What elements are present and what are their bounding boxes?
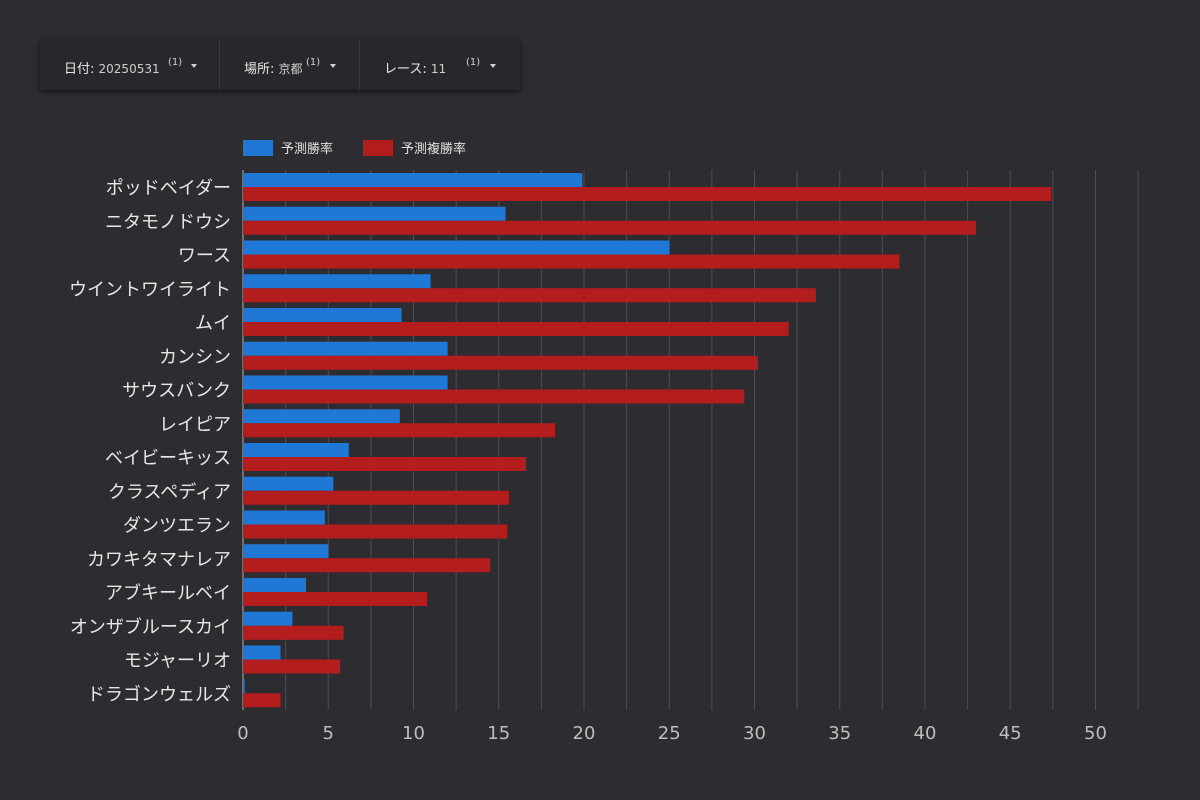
bar-win (243, 578, 307, 592)
legend-label-place: 予測複勝率 (401, 141, 466, 157)
bar-place (243, 625, 344, 640)
x-tick-label: 35 (828, 723, 851, 744)
y-category-label: オンザブルースカイ (70, 616, 231, 638)
y-category-label: ムイ (195, 313, 231, 334)
bar-place (243, 457, 527, 471)
bar-place (243, 288, 816, 303)
y-category-label: ウイントワイライト (69, 279, 231, 300)
x-tick-label: 20 (573, 723, 596, 744)
y-category-label: カワキタマナレア (87, 549, 231, 570)
bar-win (243, 240, 670, 255)
bar-win (243, 409, 400, 424)
legend-label-win: 予測勝率 (281, 141, 333, 157)
x-tick-label: 25 (658, 723, 681, 744)
chevron-down-icon (191, 64, 197, 68)
bar-place (243, 389, 745, 404)
y-category-label: レイピア (159, 414, 231, 435)
bar-win (243, 443, 349, 457)
bar-place (243, 322, 789, 336)
x-tick-label: 0 (237, 723, 248, 744)
venue-filter-value: 京都 (278, 62, 303, 76)
y-category-label: クラスペディア (108, 482, 231, 503)
y-axis-labels: ポッドベイダーニタモノドウシワースウイントワイライトムイカンシンサウスバンクレイ… (69, 178, 231, 705)
x-tick-label: 15 (487, 723, 510, 744)
bar-place (243, 355, 758, 370)
bar-place (243, 659, 341, 674)
y-category-label: モジャーリオ (124, 651, 231, 672)
x-tick-label: 40 (914, 723, 937, 744)
bar-place (243, 558, 491, 573)
bar-win (243, 375, 448, 390)
race-filter-count: (1) (466, 57, 481, 68)
x-axis-labels: 0 5 10 15 20 25 30 35 40 45 50 (237, 723, 1107, 744)
y-category-label: ドラゴンウェルズ (87, 684, 231, 705)
date-filter[interactable]: 日付: 20250531 (1) (40, 40, 220, 90)
bar-place (243, 254, 900, 269)
bar-win (243, 206, 506, 221)
bar-place (243, 187, 1052, 201)
y-category-label: ポッドベイダー (106, 178, 231, 199)
bar-win (243, 679, 245, 694)
bar-win (243, 341, 448, 356)
chart-legend: 予測勝率 予測複勝率 (243, 140, 466, 157)
bar-win (243, 611, 293, 626)
date-filter-label: 日付 (64, 62, 91, 77)
x-tick-label: 10 (402, 723, 425, 744)
bar-win (243, 274, 431, 289)
bar-win (243, 645, 281, 660)
bar-place (243, 490, 509, 505)
race-filter-value: 11 (430, 62, 447, 76)
y-category-label: アブキールベイ (105, 582, 231, 604)
bar-place (243, 693, 281, 708)
race-filter[interactable]: レース: 11 (1) (360, 40, 520, 90)
x-tick-label: 5 (323, 723, 334, 744)
legend-swatch-win (243, 140, 273, 156)
bar-place (243, 592, 428, 606)
bar-win (243, 510, 325, 525)
bars (243, 173, 1052, 708)
chevron-down-icon (490, 64, 496, 68)
race-filter-label: レース (384, 62, 423, 77)
y-category-label: カンシン (159, 347, 231, 368)
bar-win (243, 544, 329, 559)
bar-win (243, 476, 334, 491)
filter-bar: 日付: 20250531 (1) 場所: 京都 (1) レース: 11 (1) (40, 40, 520, 90)
bar-place (243, 423, 556, 438)
date-filter-value: 20250531 (98, 62, 160, 76)
venue-filter[interactable]: 場所: 京都 (1) (220, 40, 360, 90)
chevron-down-icon (330, 64, 336, 68)
bar-place (243, 524, 508, 539)
venue-filter-label: 場所 (244, 62, 271, 77)
x-tick-label: 30 (743, 723, 766, 744)
y-category-label: ダンツエラン (123, 516, 231, 537)
y-category-label: ニタモノドウシ (105, 212, 231, 233)
x-tick-label: 50 (1084, 723, 1107, 744)
legend-swatch-place (363, 140, 393, 156)
venue-filter-count: (1) (306, 57, 321, 68)
y-category-label: ワース (178, 246, 231, 267)
bar-win (243, 308, 402, 322)
x-tick-label: 45 (999, 723, 1022, 744)
date-filter-count: (1) (168, 57, 183, 68)
y-category-label: サウスバンク (122, 381, 231, 402)
bar-place (243, 220, 977, 235)
y-category-label: ベイビーキッス (105, 448, 231, 469)
bar-win (243, 173, 583, 187)
